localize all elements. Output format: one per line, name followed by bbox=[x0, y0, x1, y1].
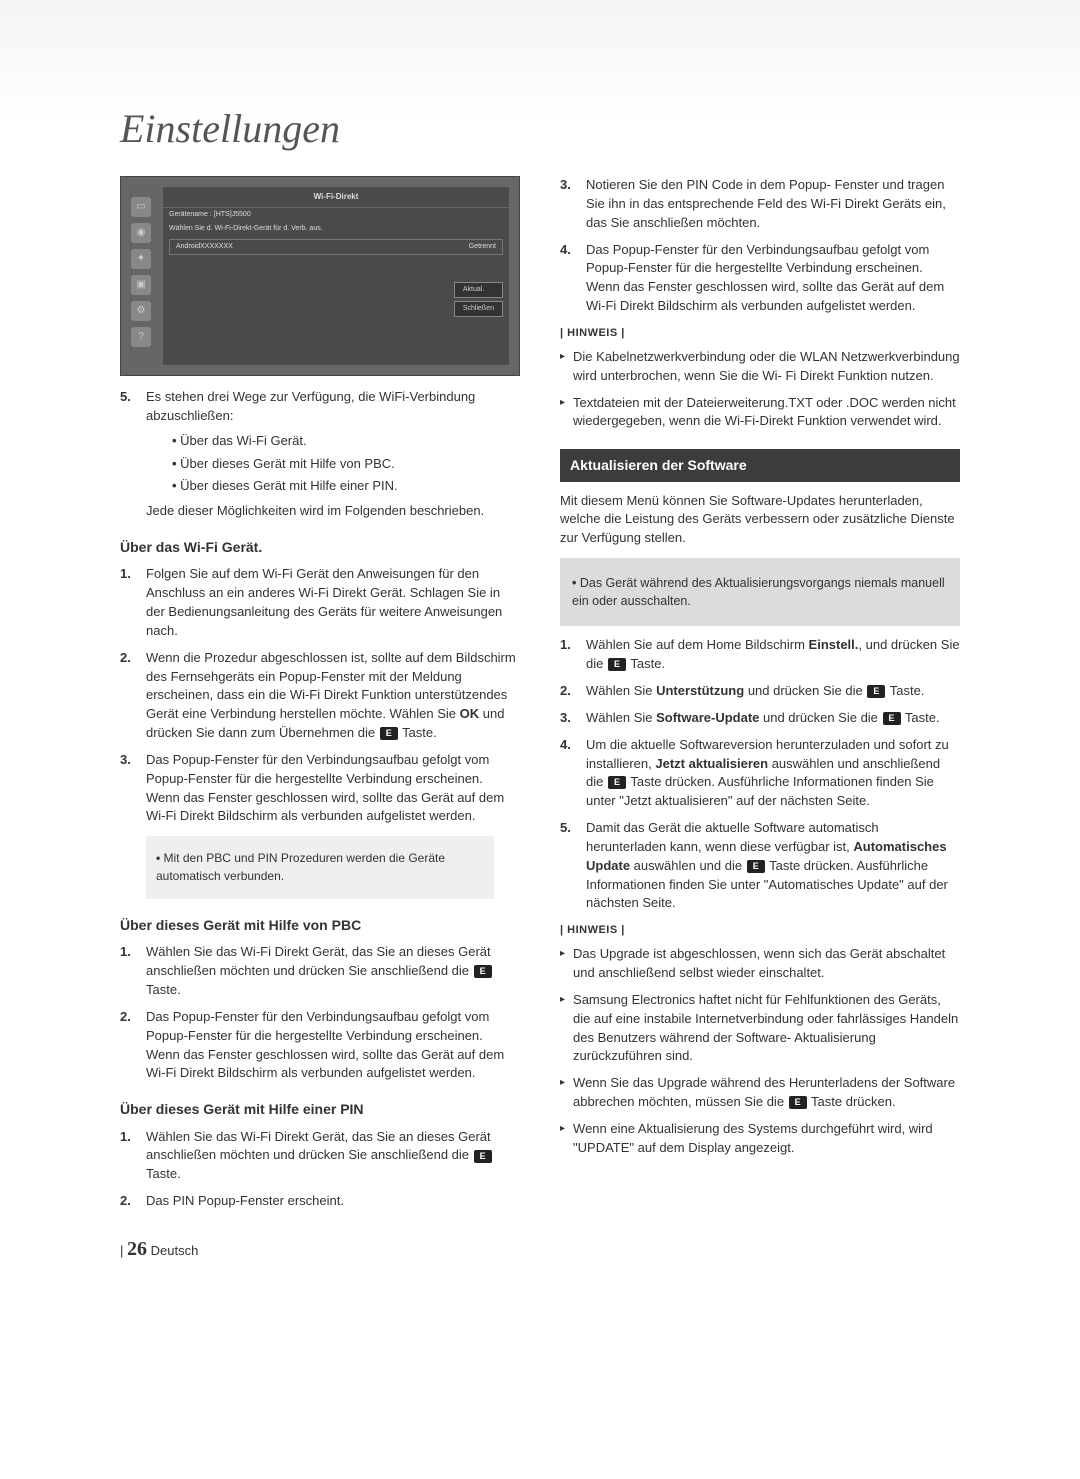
step5-bullet-1: Über das Wi-Fi Gerät. bbox=[172, 432, 520, 451]
right-step-4: 4.Das Popup-Fenster für den Verbindungsa… bbox=[560, 241, 960, 316]
hinweis-2-item-4: Wenn eine Aktualisierung des Systems dur… bbox=[560, 1120, 960, 1158]
wifi-row-status: Getrennt bbox=[469, 242, 496, 252]
hinweis-2-item-1: Das Upgrade ist abgeschlossen, wenn sich… bbox=[560, 945, 960, 983]
heading-wifi-device: Über das Wi-Fi Gerät. bbox=[120, 537, 520, 557]
sw-step-2: 2. Wählen Sie Unterstützung und drücken … bbox=[560, 682, 960, 701]
support-icon: ? bbox=[131, 327, 151, 347]
pbc-step-2: 2.Das Popup-Fenster für den Verbindungsa… bbox=[120, 1008, 520, 1083]
wifi-row-device: AndroidXXXXXXX bbox=[176, 242, 233, 252]
page-lang: Deutsch bbox=[151, 1243, 199, 1258]
hinweis-label-1: | HINWEIS | bbox=[560, 326, 960, 342]
enter-icon: E bbox=[474, 1150, 492, 1163]
enter-icon: E bbox=[867, 685, 885, 698]
sw-intro: Mit diesem Menü können Sie Software-Upda… bbox=[560, 492, 960, 549]
enter-icon: E bbox=[883, 712, 901, 725]
sw-step-4: 4. Um die aktuelle Softwareversion herun… bbox=[560, 736, 960, 811]
right-step-3: 3.Notieren Sie den PIN Code in dem Popup… bbox=[560, 176, 960, 233]
globe-icon: ◉ bbox=[131, 223, 151, 243]
wifi-instruction: Wählen Sie d. Wi-Fi-Direkt-Gerät für d. … bbox=[163, 222, 509, 236]
step-5: 5. Es stehen drei Wege zur Verfügung, di… bbox=[120, 388, 520, 521]
heading-pbc: Über dieses Gerät mit Hilfe von PBC bbox=[120, 915, 520, 935]
enter-icon: E bbox=[474, 965, 492, 978]
wifi-direct-screenshot: ▭ ◉ ✦ ▣ ⚙ ? Wi-Fi-Direkt Gerätename : [H… bbox=[120, 176, 520, 376]
enter-icon: E bbox=[789, 1096, 807, 1109]
enter-icon: E bbox=[380, 727, 398, 740]
right-column: 3.Notieren Sie den PIN Code in dem Popup… bbox=[560, 176, 960, 1264]
network-icon: ✦ bbox=[131, 249, 151, 269]
sw-step-3: 3. Wählen Sie Software-Update und drücke… bbox=[560, 709, 960, 728]
page-number: 26 bbox=[127, 1238, 147, 1260]
sw-warning: Das Gerät während des Aktualisierungsvor… bbox=[572, 574, 948, 610]
heading-pin: Über dieses Gerät mit Hilfe einer PIN bbox=[120, 1099, 520, 1119]
section-software-update: Aktualisieren der Software bbox=[560, 449, 960, 481]
step5-bullet-3: Über dieses Gerät mit Hilfe einer PIN. bbox=[172, 477, 520, 496]
left-column: ▭ ◉ ✦ ▣ ⚙ ? Wi-Fi-Direkt Gerätename : [H… bbox=[120, 176, 520, 1264]
wifi-device-name: Gerätename : [HTS]J5500 bbox=[163, 208, 509, 222]
pin-step-1: 1. Wählen Sie das Wi-Fi Direkt Gerät, da… bbox=[120, 1128, 520, 1185]
wifi-dialog-title: Wi-Fi-Direkt bbox=[163, 187, 509, 208]
hinweis-label-2: | HINWEIS | bbox=[560, 923, 960, 939]
wifi-device-row: AndroidXXXXXXX Getrennt bbox=[169, 239, 503, 255]
wifi-refresh-button[interactable]: Aktual. bbox=[454, 282, 503, 298]
device-icon: ▣ bbox=[131, 275, 151, 295]
page-footer: | 26 Deutsch bbox=[120, 1235, 520, 1264]
tv-icon: ▭ bbox=[131, 197, 151, 217]
hinweis-1-item-2: Textdateien mit der Dateierweiterung.TXT… bbox=[560, 394, 960, 432]
pbc-pin-note-box: Mit den PBC und PIN Prozeduren werden di… bbox=[146, 836, 494, 899]
sw-step-5: 5. Damit das Gerät die aktuelle Software… bbox=[560, 819, 960, 913]
hinweis-2-item-2: Samsung Electronics haftet nicht für Feh… bbox=[560, 991, 960, 1066]
enter-icon: E bbox=[747, 860, 765, 873]
step5-tail: Jede dieser Möglichkeiten wird im Folgen… bbox=[146, 503, 484, 518]
settings-icon: ⚙ bbox=[131, 301, 151, 321]
pbc-pin-note: Mit den PBC und PIN Prozeduren werden di… bbox=[156, 850, 484, 885]
two-column-layout: ▭ ◉ ✦ ▣ ⚙ ? Wi-Fi-Direkt Gerätename : [H… bbox=[120, 176, 960, 1264]
step5-bullet-2: Über dieses Gerät mit Hilfe von PBC. bbox=[172, 455, 520, 474]
pin-step-2: 2.Das PIN Popup-Fenster erscheint. bbox=[120, 1192, 520, 1211]
wifi-sidebar-icons: ▭ ◉ ✦ ▣ ⚙ ? bbox=[131, 197, 159, 347]
wifi-step-3: 3.Das Popup-Fenster für den Verbindungsa… bbox=[120, 751, 520, 826]
wifi-step-2: 2. Wenn die Prozedur abgeschlossen ist, … bbox=[120, 649, 520, 743]
pbc-step-1: 1. Wählen Sie das Wi-Fi Direkt Gerät, da… bbox=[120, 943, 520, 1000]
hinweis-1-item-1: Die Kabelnetzwerkverbindung oder die WLA… bbox=[560, 348, 960, 386]
sw-step-1: 1. Wählen Sie auf dem Home Bildschirm Ei… bbox=[560, 636, 960, 674]
hinweis-2-item-3: Wenn Sie das Upgrade während des Herunte… bbox=[560, 1074, 960, 1112]
enter-icon: E bbox=[608, 658, 626, 671]
wifi-step-1: 1.Folgen Sie auf dem Wi-Fi Gerät den Anw… bbox=[120, 565, 520, 640]
wifi-close-button[interactable]: Schließen bbox=[454, 301, 503, 317]
enter-icon: E bbox=[608, 776, 626, 789]
page-title: Einstellungen bbox=[120, 100, 960, 158]
sw-warning-box: Das Gerät während des Aktualisierungsvor… bbox=[560, 558, 960, 626]
step-5-text: Es stehen drei Wege zur Verfügung, die W… bbox=[146, 389, 475, 423]
